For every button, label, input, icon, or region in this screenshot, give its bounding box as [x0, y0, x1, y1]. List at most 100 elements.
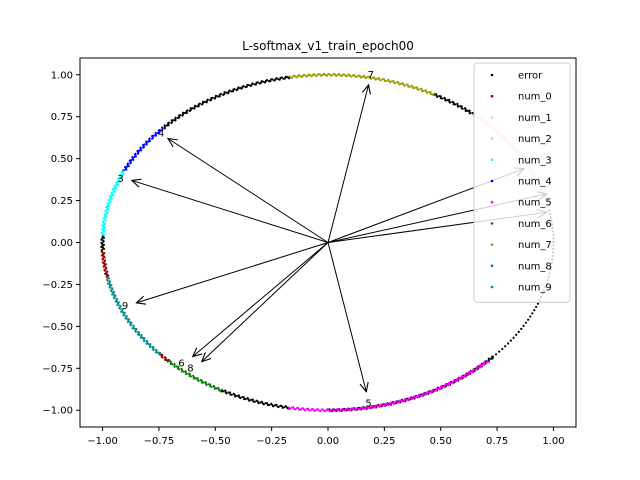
- legend-label-num_0: num_0: [518, 92, 552, 103]
- point-num_9: [114, 294, 117, 297]
- point-num_9: [108, 283, 111, 286]
- point-num_5: [486, 360, 490, 363]
- vector-label-6: 6: [178, 358, 184, 369]
- point-num_3: [118, 177, 121, 180]
- point-num_4: [147, 140, 150, 143]
- point-num_0: [161, 353, 164, 356]
- point-error: [287, 77, 291, 80]
- point-num_5: [428, 391, 431, 394]
- point-num_0: [164, 358, 167, 361]
- point-num_4: [133, 153, 137, 156]
- point-error: [284, 75, 288, 78]
- point-num_7: [329, 74, 332, 77]
- point-num_7: [347, 73, 350, 76]
- point-error: [439, 97, 443, 100]
- point-num_9: [123, 311, 126, 314]
- legend: error num_0 num_1 num_2 num_3 num_4 num_5 num_6…: [473, 62, 571, 303]
- point-num_5: [316, 407, 319, 411]
- point-num_9: [110, 290, 113, 293]
- point-num_9: [125, 315, 128, 318]
- point-error: [237, 394, 240, 397]
- vector-label-3: 3: [117, 174, 123, 185]
- point-num_7: [381, 77, 384, 81]
- point-num_3: [108, 204, 111, 207]
- point-error: [255, 81, 258, 84]
- point-num_5: [309, 409, 312, 412]
- point-error: [197, 103, 200, 106]
- point-num_4: [151, 137, 154, 140]
- point-num_9: [125, 317, 128, 321]
- legend-marker-error: [490, 73, 494, 77]
- point-num_8: [215, 387, 218, 390]
- point-error: [165, 124, 169, 127]
- point-num_3: [101, 224, 104, 227]
- point-num_7: [424, 89, 427, 92]
- vector-8: [202, 242, 329, 362]
- point-num_5: [359, 408, 362, 411]
- point-num_7: [390, 80, 394, 83]
- point-error: [188, 109, 191, 112]
- legend-label-num_7: num_7: [518, 240, 552, 251]
- point-num_4: [126, 163, 129, 166]
- point-num_5: [334, 409, 337, 412]
- point-error: [501, 347, 504, 351]
- point-num_7: [295, 76, 298, 79]
- point-error: [102, 247, 106, 250]
- point-error: [210, 96, 213, 100]
- point-num_3: [119, 175, 122, 178]
- legend-marker-num_8: [490, 264, 494, 268]
- point-num_5: [464, 375, 467, 378]
- point-error: [100, 242, 104, 245]
- point-num_8: [196, 377, 199, 380]
- point-error: [463, 107, 467, 110]
- point-num_3: [120, 176, 123, 179]
- point-num_9: [122, 314, 125, 317]
- point-num_9: [156, 351, 160, 354]
- point-num_5: [389, 401, 392, 404]
- point-num_7: [405, 83, 408, 86]
- point-num_5: [475, 368, 479, 371]
- point-num_0: [103, 256, 106, 259]
- point-num_9: [118, 307, 122, 310]
- point-num_4: [140, 149, 143, 152]
- point-num_4: [145, 143, 148, 146]
- point-num_4: [142, 144, 145, 147]
- point-num_5: [443, 386, 446, 389]
- point-num_5: [337, 408, 340, 411]
- point-num_3: [105, 212, 108, 215]
- point-num_7: [302, 74, 305, 77]
- point-error: [517, 330, 520, 333]
- point-error: [536, 302, 540, 305]
- y-tick-label: 0.00: [51, 238, 73, 249]
- vector-labels: 7 4 3 9 6 8 5: [117, 70, 374, 410]
- point-error: [283, 406, 286, 409]
- point-num_7: [288, 75, 291, 78]
- point-num_7: [299, 75, 302, 78]
- point-error: [216, 95, 220, 98]
- point-error: [193, 107, 196, 110]
- point-num_0: [103, 262, 106, 265]
- legend-marker-num_3: [490, 158, 494, 162]
- point-error: [163, 127, 166, 130]
- point-num_8: [200, 381, 203, 384]
- point-num_5: [403, 397, 407, 401]
- point-num_5: [430, 391, 433, 394]
- chart-title: L-softmax_v1_train_epoch00: [242, 39, 414, 53]
- point-error: [251, 398, 254, 401]
- point-num_9: [139, 336, 142, 339]
- point-error: [504, 345, 507, 348]
- point-error: [244, 397, 247, 401]
- point-num_9: [133, 327, 136, 330]
- point-num_5: [409, 396, 412, 399]
- point-error: [240, 87, 243, 90]
- point-num_5: [460, 375, 463, 378]
- point-num_7: [307, 73, 310, 76]
- point-num_8: [200, 379, 203, 382]
- point-num_7: [357, 74, 360, 77]
- point-error: [205, 99, 209, 102]
- point-error: [239, 396, 242, 400]
- point-error: [196, 105, 199, 108]
- point-num_5: [356, 406, 359, 409]
- point-error: [487, 357, 490, 360]
- point-num_5: [431, 388, 434, 392]
